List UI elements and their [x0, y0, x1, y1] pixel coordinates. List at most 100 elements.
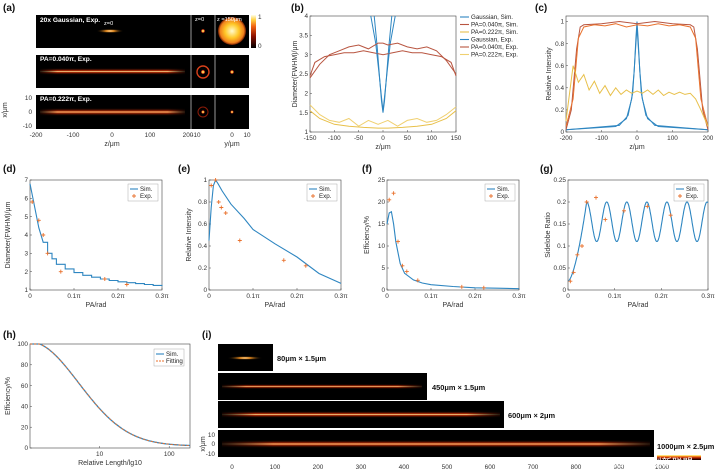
panel-f-label: (f)	[362, 164, 372, 175]
chart-h-ytick-3: 60	[21, 383, 29, 390]
chart-d-ytick-6: 7	[24, 177, 28, 184]
chart-g-exp-point-3	[580, 244, 584, 248]
panel-i-label: (i)	[202, 330, 211, 341]
panel-a-xlabel: z/μm	[104, 141, 119, 148]
chart-d-exp-point-3	[45, 251, 50, 256]
chart-g-exp-point-7	[622, 208, 626, 213]
panel-a-xtick2-0: -10	[191, 132, 201, 139]
panel-a-xtick-4: 200	[183, 132, 194, 139]
chart-d-ytick-0: 1	[24, 287, 28, 294]
chart-h-ytick-4: 80	[21, 362, 29, 369]
chart-d-ytick-4: 5	[24, 214, 28, 221]
panel-i-colorbar	[657, 455, 701, 460]
chart-f-exp-point-2	[396, 239, 400, 244]
chart-b-ytick-2: 2	[304, 91, 308, 98]
chart-b-frame	[309, 15, 457, 133]
panel-a-row2-ring	[196, 65, 210, 79]
chart-c-xtick-4: 200	[703, 135, 714, 142]
panel-i-bar-4-fade	[222, 440, 650, 448]
chart-h-ytick-5: 100	[17, 341, 28, 348]
chart-f-xtick-3: 0.3π	[512, 293, 526, 300]
chart-b-ytick-5: 3.5	[299, 33, 308, 40]
panel-a-ylabel: x/μm	[2, 102, 9, 117]
panel-a-colorbar-tick-min: 0	[258, 43, 262, 50]
chart-f-exp-point-3	[400, 263, 405, 268]
chart-f-ytick-5: 25	[378, 177, 386, 184]
chart-b-legend-1: PA=0.040π, Sim.	[471, 22, 518, 29]
chart-d-xtick-0: 0	[28, 293, 32, 300]
chart-g-legend-box	[673, 183, 705, 202]
chart-g-xtick-2: 0.2π	[655, 293, 669, 300]
chart-e-exp-point-1	[213, 178, 218, 182]
chart-d: 1 2 3 4 5 6 7 0 0.1π 0.2π 0.3π PA/rad Diameter(FWHM)…	[5, 177, 169, 309]
chart-d-xtick-3: 0.3π	[155, 293, 169, 300]
chart-e-xtick-3: 0.3π	[334, 293, 348, 300]
chart-f-legend-exp: Exp.	[497, 193, 510, 200]
panel-i-xtick-10: 1000	[655, 464, 670, 471]
chart-e-xtick-1: 0.1π	[246, 293, 260, 300]
panel-i-bar-1-label: 80μm × 1.5μm	[277, 354, 327, 363]
chart-e-exp-point-3	[219, 205, 224, 210]
chart-c-ytick-5: 1	[560, 19, 564, 26]
chart-e-ytick-3: 0.6	[198, 221, 207, 228]
chart-f-sim-line	[386, 210, 520, 290]
chart-d-xlabel: PA/rad	[86, 302, 107, 309]
chart-e-exp-point-0	[209, 183, 214, 188]
panel-g-label: (g)	[540, 164, 553, 175]
chart-c-xlabel: z/μm	[629, 144, 644, 151]
panel-b-label: (b)	[291, 3, 304, 14]
chart-e-legend-exp: Exp.	[319, 193, 332, 200]
chart-b-legend-3: Gaussian, Exp.	[471, 37, 513, 44]
chart-c-ytick-1: 0.2	[555, 107, 564, 114]
panel-a-row1-diffused-spot	[218, 17, 246, 45]
panel-a-z150-overlay: z =150μm	[217, 17, 242, 23]
panel-i-xtick-4: 400	[399, 464, 410, 471]
chart-c-series-4	[565, 65, 709, 127]
chart-g-exp-point-9	[668, 213, 673, 218]
chart-e-ylabel: Relative Intensity	[186, 208, 193, 262]
panel-a-row3-ring	[197, 106, 209, 118]
chart-f: 0 5 10 15 20 25 0 0.1π 0.2π 0.3π PA/rad Efficiency/…	[364, 177, 526, 309]
chart-d-legend-box	[127, 183, 159, 202]
chart-b-xtick-6: 150	[451, 135, 462, 142]
chart-c-series-2	[565, 20, 709, 130]
panel-a-row2-label: PA=0.040π, Exp.	[40, 56, 92, 63]
panel-i-bar-2-label: 450μm × 1.5μm	[432, 383, 486, 392]
chart-c-ytick-4: 0.8	[555, 41, 564, 48]
chart-d-exp-point-0	[30, 200, 35, 204]
chart-f-exp-point-7	[481, 285, 486, 290]
chart-e-ytick-2: 0.4	[198, 243, 207, 250]
chart-e-exp-point-2	[216, 200, 221, 204]
chart-f-ytick-0: 0	[381, 287, 385, 294]
chart-h-legend-sim: Sim.	[166, 351, 179, 358]
panel-i-ytick-0: 10	[208, 432, 216, 439]
chart-b-ylabel: Diameter(FWHM)/μm	[292, 41, 299, 108]
chart-c-series-1	[565, 26, 709, 131]
panel-i-ytick-1: 0	[211, 441, 215, 448]
chart-e-legend-sim: Sim.	[319, 186, 332, 193]
chart-e-ytick-1: 0.2	[198, 265, 207, 272]
chart-c-xtick-1: -100	[595, 135, 608, 142]
chart-f-ytick-3: 15	[378, 221, 386, 228]
chart-e-exp-point-6	[281, 258, 286, 263]
chart-b-series-5	[309, 104, 457, 127]
panel-a-xtick-2: 0	[110, 132, 114, 139]
panel-a-z0-overlay: z=0	[104, 21, 113, 27]
chart-g-ytick-1: 0.05	[554, 265, 567, 272]
chart-f-exp-point-4	[404, 269, 409, 274]
chart-d-ytick-5: 6	[24, 196, 28, 203]
chart-h-ylabel: Efficiency/%	[5, 377, 12, 415]
panel-a-row2-focus-spot	[200, 69, 206, 75]
chart-h-xlabel: Relative Length/lg10	[78, 460, 142, 467]
chart-f-xlabel: PA/rad	[443, 302, 464, 309]
panel-a-xlabel2: y/μm	[224, 141, 239, 148]
panel-i-ytick-2: -10	[206, 451, 216, 458]
chart-b-ytick-1: 1.5	[299, 110, 308, 117]
chart-d-legend-exp: Exp.	[140, 193, 153, 200]
panel-a-z0b-overlay: z=0	[195, 17, 204, 23]
chart-b-ytick-3: 2.5	[299, 71, 308, 78]
chart-g-ytick-0: 0	[562, 287, 566, 294]
chart-h-fit-line	[30, 343, 191, 446]
panel-a-colorbar	[251, 15, 256, 48]
chart-d-xtick-2: 0.2π	[111, 293, 125, 300]
